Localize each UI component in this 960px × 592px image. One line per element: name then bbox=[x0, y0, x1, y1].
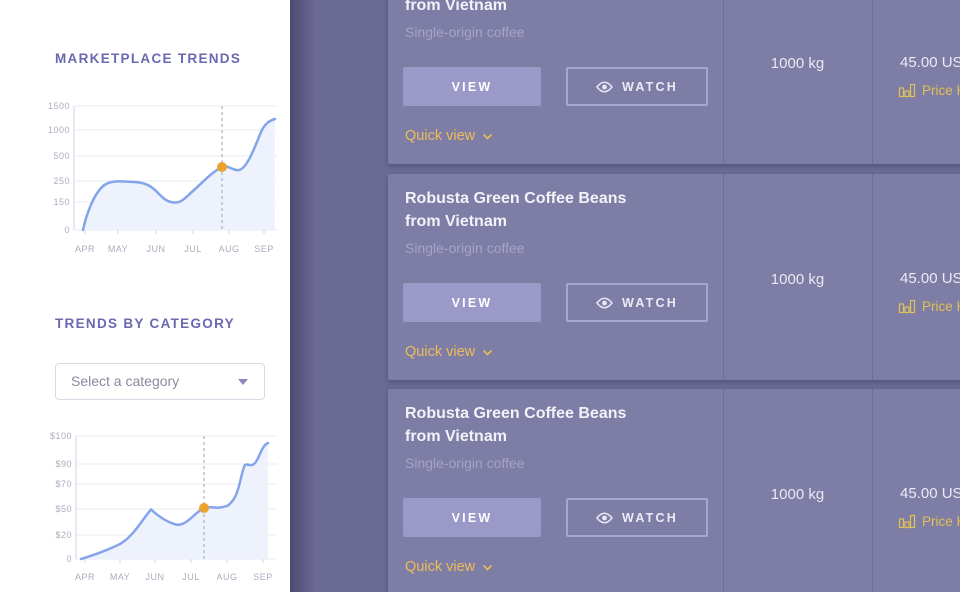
trend-area bbox=[81, 443, 268, 559]
x-axis-label: APR bbox=[75, 572, 95, 582]
column-divider bbox=[872, 0, 873, 164]
y-axis-label: $50 bbox=[55, 504, 72, 514]
quantity-cell: 1000 kg bbox=[723, 389, 872, 592]
category-trends-chart: $100 $90 $70 $50 $20 0 APR MAY JUN JUL A… bbox=[50, 431, 277, 582]
y-axis-label: $90 bbox=[55, 459, 72, 469]
x-axis-tick-marks bbox=[84, 230, 265, 234]
chevron-down-icon bbox=[238, 379, 248, 385]
column-divider bbox=[872, 389, 873, 592]
y-axis-label: $20 bbox=[55, 530, 72, 540]
x-axis-label: MAY bbox=[110, 572, 130, 582]
x-axis-label: MAY bbox=[108, 244, 128, 254]
product-title: Robusta Green Coffee Beans from Vietnam bbox=[405, 0, 507, 14]
price-value: 45.00 USD bbox=[900, 485, 960, 502]
trend-area bbox=[83, 119, 275, 230]
y-axis-label: 0 bbox=[66, 554, 72, 564]
product-subtitle: Single-origin coffee bbox=[405, 24, 525, 40]
listing-card: Robusta Green Coffee Beans from Vietnam … bbox=[388, 389, 960, 592]
quick-view-link[interactable]: Quick view bbox=[405, 559, 493, 575]
quantity-cell: 1000 kg bbox=[723, 0, 872, 164]
listing-card: Robusta Green Coffee Beans from Vietnam … bbox=[388, 174, 960, 380]
view-button[interactable]: VIEW bbox=[403, 283, 541, 322]
category-select-placeholder: Select a category bbox=[71, 373, 180, 389]
y-axis-label: $100 bbox=[50, 431, 72, 441]
price-value: 45.00 USD bbox=[900, 270, 960, 287]
card-actions: VIEW WATCH bbox=[403, 67, 708, 106]
y-axis-label: 500 bbox=[53, 151, 70, 161]
price-cell: 45.00 USD Price History bbox=[872, 174, 960, 380]
eye-icon bbox=[596, 512, 614, 523]
quick-view-link[interactable]: Quick view bbox=[405, 344, 493, 360]
listings-panel: Robusta Green Coffee Beans from Vietnam … bbox=[290, 0, 960, 592]
quantity-value: 1000 kg bbox=[770, 55, 825, 72]
x-axis-label: AUG bbox=[216, 572, 237, 582]
x-axis-label: SEP bbox=[253, 572, 273, 582]
x-axis-label: JUN bbox=[146, 572, 165, 582]
x-axis-label: APR bbox=[75, 244, 95, 254]
quantity-value: 1000 kg bbox=[770, 486, 825, 503]
product-title: Robusta Green Coffee Beans from Vietnam bbox=[405, 405, 627, 445]
bar-chart-icon bbox=[898, 83, 916, 98]
view-button[interactable]: VIEW bbox=[403, 67, 541, 106]
x-axis-label: JUN bbox=[147, 244, 166, 254]
trend-line bbox=[79, 441, 270, 561]
highlight-dot bbox=[199, 503, 209, 513]
x-axis-label: SEP bbox=[254, 244, 274, 254]
marketplace-trends-heading: MARKETPLACE TRENDS bbox=[55, 51, 242, 66]
column-divider bbox=[723, 174, 724, 380]
x-axis-tick-marks bbox=[84, 559, 264, 563]
listing-card-info: Robusta Green Coffee Beans from Vietnam … bbox=[388, 0, 723, 164]
y-axis-label: 0 bbox=[64, 225, 70, 235]
chevron-down-icon bbox=[483, 564, 493, 571]
eye-icon bbox=[596, 81, 614, 92]
watch-button[interactable]: WATCH bbox=[566, 498, 708, 537]
y-axis-label: $70 bbox=[55, 479, 72, 489]
product-subtitle: Single-origin coffee bbox=[405, 240, 525, 256]
x-axis-label: JUL bbox=[184, 244, 202, 254]
y-axis-label: 250 bbox=[53, 176, 70, 186]
view-button[interactable]: VIEW bbox=[403, 498, 541, 537]
price-cell: 45.00 USD Price History bbox=[872, 389, 960, 592]
bar-chart-icon bbox=[898, 514, 916, 529]
x-axis-label: AUG bbox=[218, 244, 239, 254]
trend-line bbox=[81, 117, 277, 232]
trends-sidebar: MARKETPLACE TRENDS 1500 1000 500 250 150 bbox=[0, 0, 290, 592]
y-axis-label: 1500 bbox=[48, 101, 70, 111]
chevron-down-icon bbox=[483, 133, 493, 140]
y-axis-label: 150 bbox=[53, 197, 70, 207]
column-divider bbox=[723, 0, 724, 164]
watch-button[interactable]: WATCH bbox=[566, 283, 708, 322]
x-axis-label: JUL bbox=[182, 572, 200, 582]
column-divider bbox=[723, 389, 724, 592]
highlight-dot bbox=[217, 162, 227, 172]
watch-button[interactable]: WATCH bbox=[566, 67, 708, 106]
listing-card: Robusta Green Coffee Beans from Vietnam … bbox=[388, 0, 960, 164]
product-subtitle: Single-origin coffee bbox=[405, 455, 525, 471]
price-history-link[interactable]: Price History bbox=[898, 298, 960, 314]
price-history-link[interactable]: Price History bbox=[898, 82, 960, 98]
price-cell: 45.00 USD Price History bbox=[872, 0, 960, 164]
chevron-down-icon bbox=[483, 349, 493, 356]
y-axis-label: 1000 bbox=[48, 125, 70, 135]
card-actions: VIEW WATCH bbox=[403, 498, 708, 537]
eye-icon bbox=[596, 297, 614, 308]
trends-by-category-heading: TRENDS BY CATEGORY bbox=[55, 316, 235, 331]
bar-chart-icon bbox=[898, 299, 916, 314]
marketplace-trends-chart: 1500 1000 500 250 150 0 APR MAY JUN JUL … bbox=[48, 101, 277, 254]
column-divider bbox=[872, 174, 873, 380]
price-value: 45.00 USD bbox=[900, 54, 960, 71]
quantity-cell: 1000 kg bbox=[723, 174, 872, 380]
card-actions: VIEW WATCH bbox=[403, 283, 708, 322]
category-select[interactable]: Select a category bbox=[55, 363, 265, 400]
listing-card-info: Robusta Green Coffee Beans from Vietnam … bbox=[388, 174, 723, 380]
listing-card-info: Robusta Green Coffee Beans from Vietnam … bbox=[388, 389, 723, 592]
price-history-link[interactable]: Price History bbox=[898, 513, 960, 529]
quick-view-link[interactable]: Quick view bbox=[405, 128, 493, 144]
product-title: Robusta Green Coffee Beans from Vietnam bbox=[405, 190, 627, 230]
quantity-value: 1000 kg bbox=[770, 271, 825, 288]
